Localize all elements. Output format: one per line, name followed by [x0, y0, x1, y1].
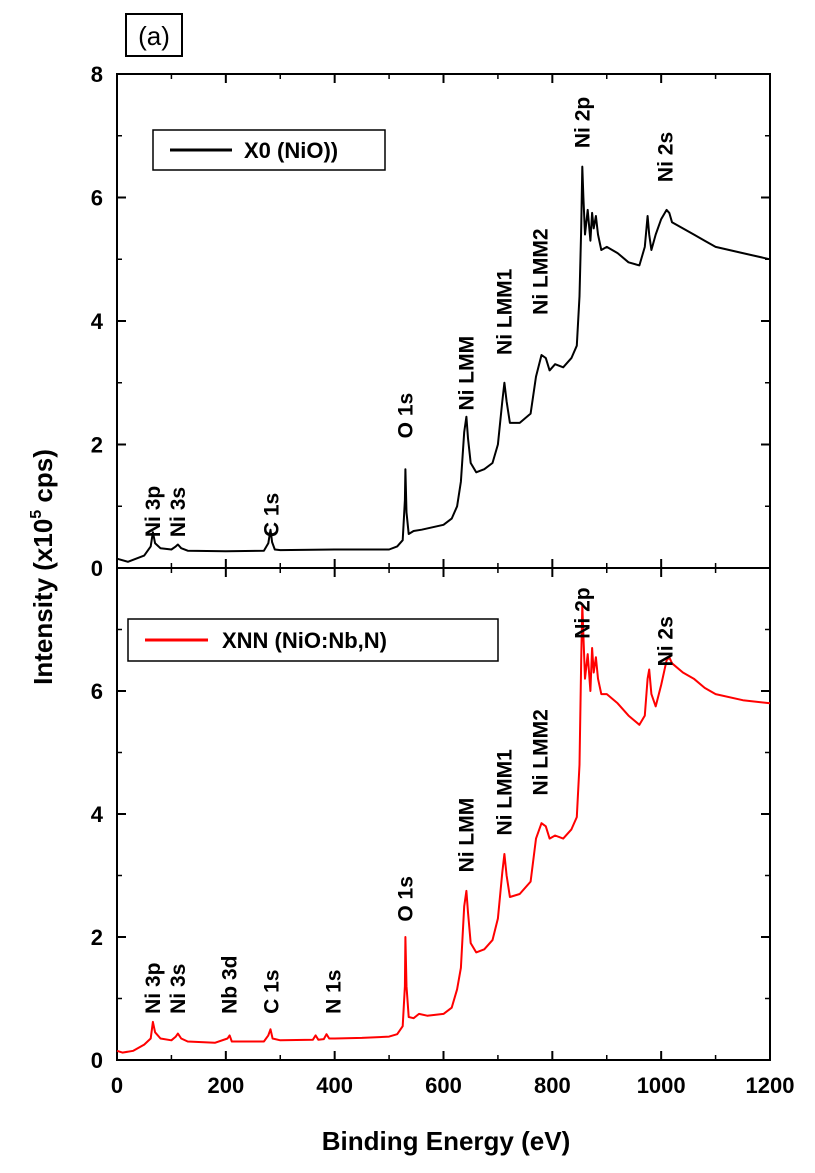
legend-bottom: XNN (NiO:Nb,N): [127, 618, 499, 662]
bottom-peak-labels: Ni 3p Ni 3s Nb 3d C 1s N 1s O 1s Ni LMM Ni LMM1…: [142, 587, 678, 1013]
peak-label: Ni 3p: [142, 486, 165, 537]
peak-label: O 1s: [394, 393, 417, 439]
peak-label: Ni LMM2: [529, 709, 552, 795]
panel-label: (a): [138, 21, 170, 51]
series-line-x0: [116, 165, 771, 563]
y-axis-title-exponent: 5: [28, 510, 45, 519]
bottom-panel-ticks: 0 2 4 6 0 200 400 600 800 1000 1200: [91, 568, 795, 1098]
legend-bottom-label: XNN (NiO:Nb,N): [222, 628, 387, 653]
y-tick-label: 6: [91, 679, 103, 704]
y-axis-title-prefix: Intensity (x10: [28, 519, 58, 685]
series-line-xnn: [116, 603, 771, 1054]
peak-label: Ni LMM1: [493, 749, 516, 836]
peak-label: Ni 3p: [142, 963, 165, 1014]
x-tick-label: 800: [534, 1073, 571, 1098]
peak-label: C 1s: [261, 493, 284, 537]
x-tick-label: 200: [207, 1073, 244, 1098]
peak-label: Nb 3d: [219, 956, 242, 1014]
y-tick-label: 2: [91, 925, 103, 950]
y-tick-label: 0: [91, 556, 103, 581]
x-tick-label: 1000: [637, 1073, 686, 1098]
x-tick-label: 400: [316, 1073, 353, 1098]
peak-label: Ni 3s: [167, 964, 190, 1014]
peak-label: Ni LMM: [455, 798, 478, 873]
y-axis-title: Intensity (x105 cps): [28, 449, 58, 685]
y-tick-label: 8: [91, 62, 103, 87]
peak-label: Ni 2p: [571, 587, 594, 638]
peak-label: Ni LMM2: [529, 228, 552, 314]
x-tick-label: 600: [425, 1073, 462, 1098]
peak-label: Ni 2s: [655, 616, 678, 666]
x-tick-label: 0: [111, 1073, 123, 1098]
x-tick-label: 1200: [746, 1073, 795, 1098]
legend-top: X0 (NiO)): [152, 129, 386, 171]
peak-label: C 1s: [261, 970, 284, 1014]
y-tick-label: 6: [91, 186, 103, 211]
peak-label: Ni LMM: [455, 336, 478, 411]
y-tick-label: 2: [91, 433, 103, 458]
peak-label: O 1s: [394, 876, 417, 922]
peak-label: Ni 2p: [571, 97, 594, 148]
panel-label-box: [125, 13, 183, 57]
y-tick-label: 4: [91, 309, 104, 334]
peak-label: Ni LMM1: [493, 268, 516, 355]
x-axis-title: Binding Energy (eV): [322, 1126, 570, 1156]
y-tick-label: 4: [91, 802, 104, 827]
y-axis-title-suffix: cps): [28, 449, 58, 510]
peak-label: N 1s: [323, 970, 346, 1014]
y-tick-label: 0: [91, 1048, 103, 1073]
peak-label: Ni 2s: [655, 132, 678, 182]
top-peak-labels: Ni 3p Ni 3s C 1s O 1s Ni LMM Ni LMM1 Ni LMM2 Ni…: [142, 97, 678, 537]
top-panel-ticks: 0 2 4 6 8: [91, 62, 771, 581]
legend-top-label: X0 (NiO)): [244, 138, 338, 163]
peak-label: Ni 3s: [167, 487, 190, 537]
